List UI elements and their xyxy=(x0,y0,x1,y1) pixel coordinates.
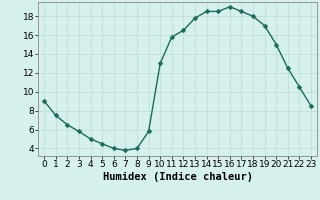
X-axis label: Humidex (Indice chaleur): Humidex (Indice chaleur) xyxy=(103,172,252,182)
